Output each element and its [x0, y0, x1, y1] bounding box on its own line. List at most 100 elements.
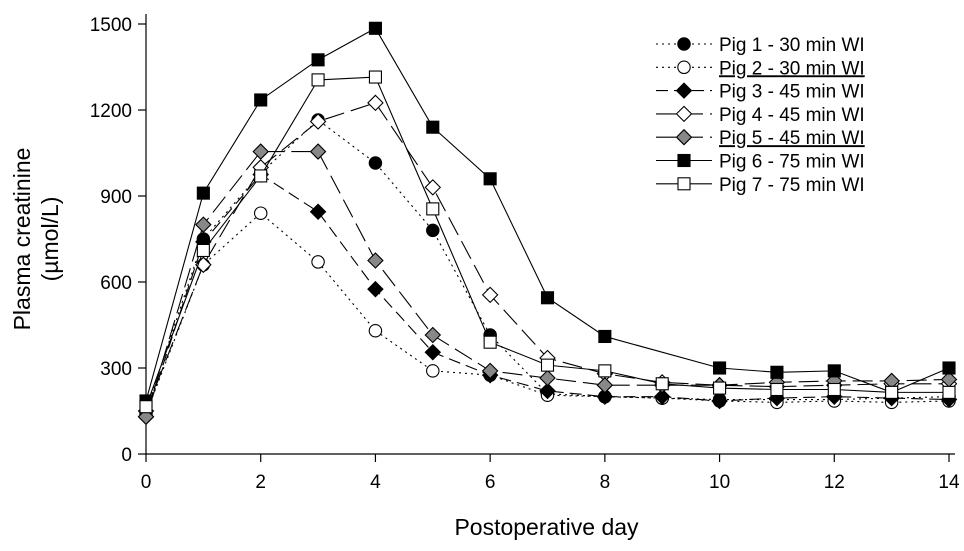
- legend-label: Pig 4 - 45 min WI: [719, 105, 865, 126]
- data-point: [598, 364, 612, 378]
- data-point: [368, 21, 382, 35]
- series-layer: [137, 21, 958, 426]
- data-point: [139, 400, 153, 414]
- data-point: [254, 93, 268, 107]
- legend-label: Pig 2 - 30 min WI: [719, 58, 865, 79]
- legend-item-pig-2: Pig 2 - 30 min WI: [656, 58, 865, 79]
- data-point: [195, 216, 212, 233]
- y-tick-label: 300: [100, 359, 132, 380]
- data-point: [252, 143, 269, 160]
- y-axis-title-line1: Plasma creatinine: [9, 148, 35, 331]
- x-tick-label: 0: [141, 472, 152, 493]
- y-tick-label: 1200: [90, 101, 132, 122]
- series-pig-7: [139, 70, 956, 414]
- x-tick-label: 14: [938, 472, 960, 493]
- legend-label: Pig 5 - 45 min WI: [719, 128, 865, 149]
- legend-item-pig-4: Pig 4 - 45 min WI: [656, 105, 865, 126]
- series-line-pig-3: [145, 173, 950, 417]
- data-point: [196, 186, 210, 200]
- x-tick-label: 2: [255, 472, 266, 493]
- data-point: [367, 94, 384, 112]
- legend-item-pig-3: Pig 3 - 45 min WI: [656, 82, 865, 103]
- x-tick-label: 10: [709, 472, 730, 493]
- data-point: [368, 70, 382, 84]
- data-point: [424, 326, 442, 344]
- data-point: [540, 291, 555, 305]
- y-axis-title: Plasma creatinine (µmol/L): [9, 148, 63, 331]
- data-point: [770, 382, 784, 397]
- data-point: [426, 202, 440, 216]
- series-line-pig-6: [145, 27, 950, 402]
- x-axis-title: Postoperative day: [454, 514, 639, 540]
- legend-label: Pig 6 - 75 min WI: [719, 152, 865, 173]
- legend-marker: [675, 105, 693, 123]
- legend-marker: [675, 82, 693, 99]
- data-point: [481, 362, 499, 380]
- data-point: [426, 364, 440, 378]
- data-point: [540, 358, 555, 372]
- data-point: [368, 323, 383, 338]
- data-point: [827, 364, 841, 378]
- data-point: [942, 385, 956, 399]
- data-point: [309, 143, 327, 160]
- data-point: [311, 73, 325, 87]
- legend-marker: [677, 37, 691, 51]
- data-point: [598, 329, 612, 344]
- legend-item-pig-1: Pig 1 - 30 min WI: [656, 35, 865, 56]
- data-point: [885, 385, 899, 399]
- data-point: [311, 255, 325, 269]
- data-point: [711, 392, 728, 410]
- data-point: [424, 179, 442, 196]
- data-point: [770, 365, 784, 379]
- data-point: [309, 113, 327, 130]
- data-point: [827, 382, 841, 397]
- data-point: [653, 388, 671, 405]
- data-point: [367, 252, 384, 269]
- data-point: [596, 388, 614, 405]
- legend-item-pig-6: Pig 6 - 75 min WI: [656, 152, 865, 173]
- data-point: [367, 280, 384, 298]
- data-point: [655, 377, 669, 391]
- legend-marker: [677, 153, 691, 168]
- data-point: [483, 172, 497, 186]
- data-point: [309, 203, 327, 221]
- data-point: [424, 343, 442, 361]
- data-point: [196, 243, 210, 258]
- legend-item-pig-5: Pig 5 - 45 min WI: [656, 128, 865, 149]
- y-tick-label: 1500: [90, 15, 132, 36]
- legend-item-pig-7: Pig 7 - 75 min WI: [656, 175, 865, 196]
- x-tick-label: 6: [485, 472, 496, 493]
- data-point: [539, 369, 556, 387]
- axes: 0 300 600 900 1200 1500 0 2 4 6 8 10 12 14: [90, 14, 960, 493]
- data-point: [713, 361, 727, 375]
- data-point: [481, 286, 499, 304]
- x-tick-label: 4: [370, 472, 381, 493]
- data-point: [426, 223, 440, 238]
- legend-label: Pig 7 - 75 min WI: [719, 175, 865, 196]
- y-axis-title-line2: (µmol/L): [37, 197, 63, 282]
- data-point: [253, 206, 268, 220]
- data-point: [426, 120, 440, 134]
- data-point: [713, 381, 727, 395]
- data-point: [311, 53, 325, 67]
- data-point: [539, 382, 556, 400]
- series-pig-5: [137, 143, 958, 426]
- y-tick-label: 900: [100, 187, 132, 208]
- legend-label: Pig 1 - 30 min WI: [719, 35, 865, 56]
- data-point: [254, 169, 268, 183]
- data-point: [942, 361, 956, 375]
- legend-label: Pig 3 - 45 min WI: [719, 82, 865, 103]
- y-tick-label: 0: [121, 445, 132, 466]
- y-tick-label: 600: [100, 273, 132, 294]
- x-tick-label: 12: [824, 472, 845, 493]
- data-point: [596, 376, 614, 394]
- x-tick-label: 8: [600, 472, 611, 493]
- data-point: [368, 156, 383, 170]
- legend-marker: [677, 60, 691, 75]
- legend-marker: [675, 128, 693, 146]
- legend-marker: [677, 177, 691, 191]
- data-point: [483, 335, 497, 349]
